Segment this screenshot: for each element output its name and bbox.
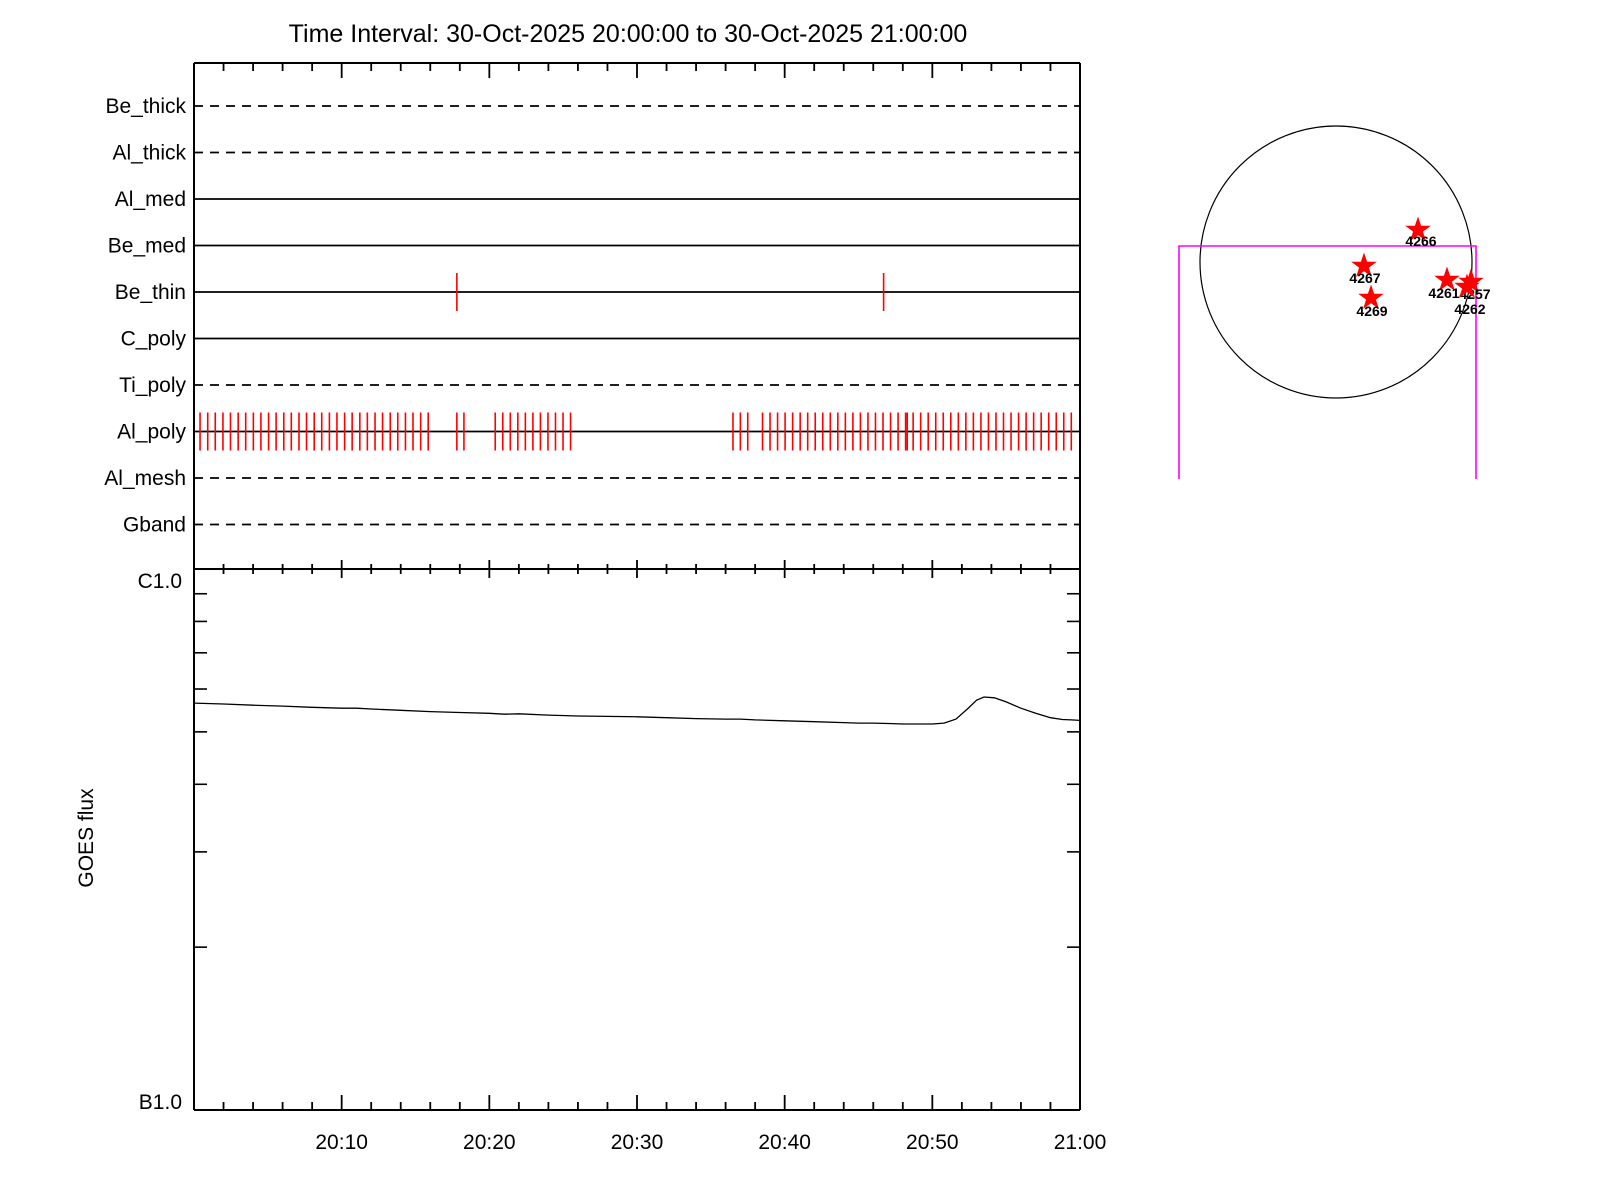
filter-row-label-gband: Gband <box>123 514 186 537</box>
filter-row-label-al_med: Al_med <box>115 188 186 211</box>
goes-log-ticks <box>194 592 1080 948</box>
active-region-star-4261 <box>1434 266 1460 291</box>
active-region-star-4266 <box>1405 216 1431 241</box>
goes-y-bottom-label: B1.0 <box>139 1091 182 1114</box>
active-region-star-4257 <box>1458 268 1484 293</box>
active-region-label-4266: 4266 <box>1405 233 1436 249</box>
figure-title: Time Interval: 30-Oct-2025 20:00:00 to 3… <box>289 20 968 48</box>
filter-row-label-be_thin: Be_thin <box>115 281 186 304</box>
goes-flux-panel: C1.0 B1.0 GOES flux 20:10 20:20 20:30 20:40… <box>75 570 1106 1154</box>
filter-row-label-c_poly: C_poly <box>121 328 187 351</box>
filter-row-label-be_med: Be_med <box>108 235 186 258</box>
active-region-star-4262 <box>1454 273 1480 298</box>
filter-row-label-ti_poly: Ti_poly <box>119 374 186 397</box>
x-tick-label: 20:10 <box>315 1131 368 1154</box>
filter-row-label-be_thick: Be_thick <box>105 95 186 118</box>
active-region-star-4267 <box>1351 252 1377 277</box>
x-tick-label: 21:00 <box>1054 1131 1107 1154</box>
x-tick-label: 20:20 <box>463 1131 516 1154</box>
active-region-label-4262: 4262 <box>1454 301 1485 317</box>
filter-row-label-al_poly: Al_poly <box>117 421 186 444</box>
x-tick-label: 20:30 <box>611 1131 664 1154</box>
goes-flux-curve <box>193 696 1081 725</box>
filter-rows: Be_thick Al_thick Al_med Be_med Be_thin C_pol… <box>104 95 1080 537</box>
goes-y-axis-title: GOES flux <box>75 788 98 888</box>
goes-y-top-label: C1.0 <box>138 570 182 593</box>
time-axis-ticks <box>222 63 1081 1110</box>
active-region-star-4269 <box>1358 284 1384 309</box>
solar-limb-circle <box>1199 125 1473 399</box>
x-tick-label: 20:40 <box>758 1131 811 1154</box>
active-region-label-4269: 4269 <box>1356 303 1387 319</box>
fov-box <box>1178 245 1477 479</box>
time-axis-labels: 20:10 20:20 20:30 20:40 20:50 21:00 <box>315 1131 1106 1154</box>
exposure-marks <box>199 273 1073 451</box>
active-region-label-4267: 4267 <box>1349 270 1380 286</box>
x-tick-label: 20:50 <box>906 1131 959 1154</box>
filter-row-label-al_mesh: Al_mesh <box>104 467 186 490</box>
filter-timeline-panel: Be_thick Al_thick Al_med Be_med Be_thin C_pol… <box>104 62 1081 1111</box>
active-region-label-4261: 4261 <box>1428 285 1459 301</box>
filter-row-label-al_thick: Al_thick <box>112 142 186 165</box>
goes-flux-line <box>193 696 1081 725</box>
